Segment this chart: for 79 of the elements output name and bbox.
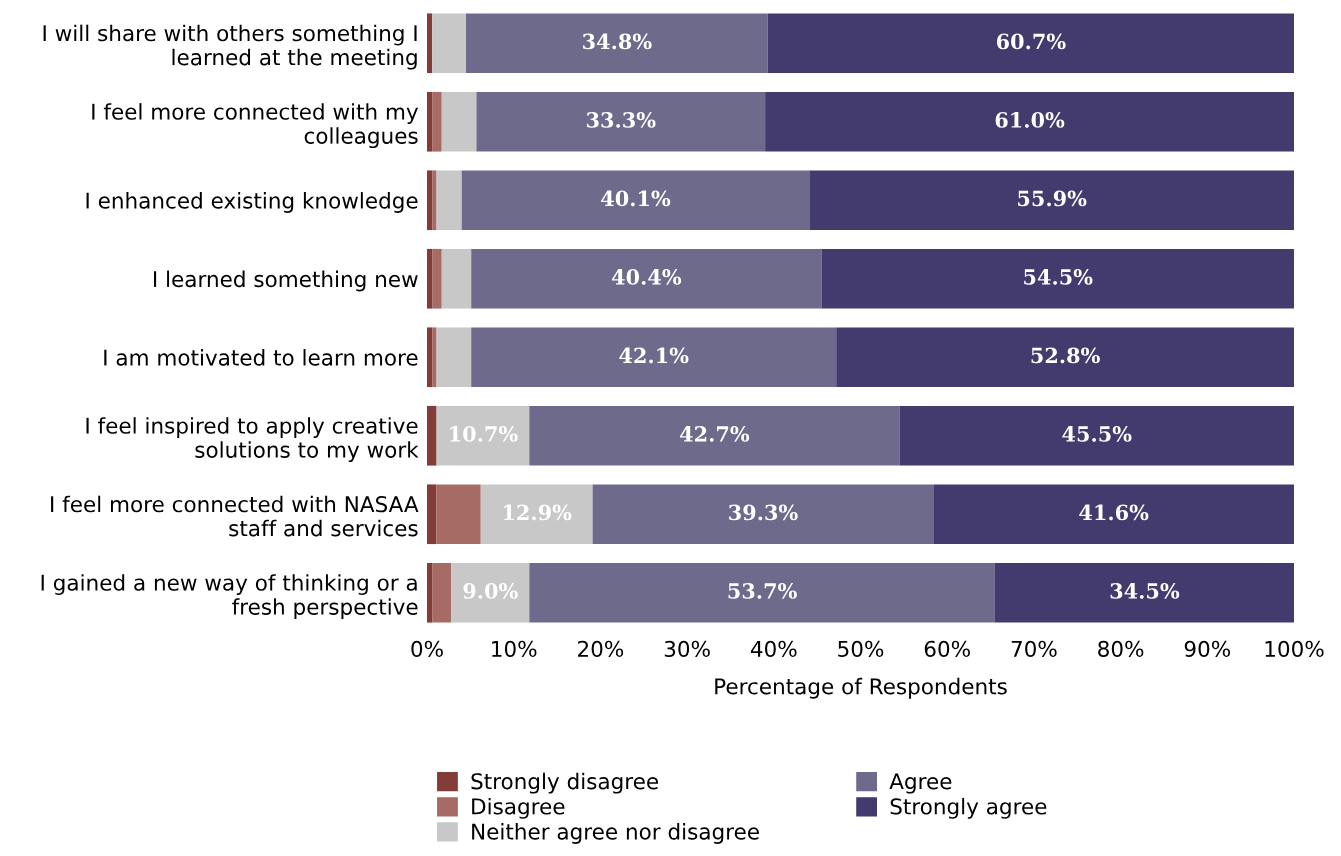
x-tick-label: 100% xyxy=(1265,640,1324,657)
bar xyxy=(476,91,766,152)
data-label: 61.0% xyxy=(995,112,1065,128)
bar xyxy=(592,484,934,545)
data-label: 54.5% xyxy=(1024,269,1093,285)
bar xyxy=(432,327,437,388)
bar xyxy=(427,248,433,309)
x-tick-label: 70% xyxy=(1011,640,1057,657)
x-tick-label: 90% xyxy=(1184,640,1231,657)
x-tick-label: 10% xyxy=(492,640,537,657)
data-label: 39.3% xyxy=(729,504,798,521)
bar xyxy=(436,170,462,231)
bar xyxy=(821,248,1294,309)
y-tick-label: I am motivated to learn more xyxy=(104,349,418,366)
bar xyxy=(933,484,1294,545)
data-label: 33.3% xyxy=(586,112,656,128)
bar xyxy=(765,91,1294,152)
bar xyxy=(529,562,995,623)
bar xyxy=(451,562,530,623)
bar xyxy=(441,248,472,309)
data-label: 55.9% xyxy=(1018,190,1087,207)
bar xyxy=(480,484,593,545)
x-tick-label: 60% xyxy=(924,640,970,657)
legend-label: Strongly agree xyxy=(890,797,1047,819)
y-tick-label: I gained a new way of thinking or a fresh perspective xyxy=(41,574,418,620)
bar xyxy=(471,248,822,309)
bar xyxy=(432,562,452,623)
bar xyxy=(767,13,1294,74)
bar xyxy=(809,170,1294,231)
y-tick-label: I enhanced existing knowledge xyxy=(86,192,418,213)
data-label: 40.4% xyxy=(611,269,682,285)
x-tick-label: 40% xyxy=(750,640,797,657)
bar xyxy=(427,170,433,231)
bar xyxy=(427,327,433,388)
data-label: 34.5% xyxy=(1110,583,1180,599)
bar xyxy=(432,13,467,74)
y-tick-label: I learned something new xyxy=(153,270,418,292)
y-tick-label: I will share with others something I learned at the meeting xyxy=(43,24,417,70)
bar xyxy=(461,170,810,231)
legend-label: Neither agree nor disagree xyxy=(472,823,759,844)
bar xyxy=(529,405,900,466)
bar xyxy=(436,327,472,388)
y-tick-label: I feel more connected with my colleagues xyxy=(92,103,419,149)
bar xyxy=(471,327,837,388)
bar xyxy=(432,248,442,309)
x-axis-title: Percentage of Respondents xyxy=(715,677,1007,699)
data-label: 60.7% xyxy=(996,33,1066,50)
bar xyxy=(436,484,481,545)
bar xyxy=(427,91,433,152)
x-tick-label: 20% xyxy=(578,640,624,657)
bar xyxy=(836,327,1294,388)
legend-label: Strongly disagree xyxy=(471,772,658,794)
data-label: 53.7% xyxy=(728,583,797,599)
data-label: 45.5% xyxy=(1062,426,1132,442)
x-tick-label: 0% xyxy=(411,640,443,657)
data-label: 40.1% xyxy=(601,190,671,207)
x-tick-label: 50% xyxy=(838,640,884,657)
bar xyxy=(427,484,437,545)
bar xyxy=(899,405,1294,466)
bar xyxy=(432,170,437,231)
bar xyxy=(441,91,477,152)
bar xyxy=(427,562,433,623)
data-label: 34.8% xyxy=(583,33,652,50)
bar xyxy=(427,405,437,466)
data-label: 52.8% xyxy=(1031,347,1100,364)
data-label: 41.6% xyxy=(1079,504,1149,521)
legend-label: Agree xyxy=(889,773,952,794)
data-label: 42.1% xyxy=(619,347,689,364)
y-tick-label: I feel more connected with NASAA staff and services xyxy=(51,495,419,537)
bar xyxy=(427,13,433,74)
x-tick-label: 80% xyxy=(1098,640,1144,657)
bar xyxy=(432,91,442,152)
y-tick-label: I feel inspired to apply creative solutions to my work xyxy=(86,417,419,463)
bar xyxy=(436,405,530,466)
x-tick-label: 30% xyxy=(664,640,710,657)
bar xyxy=(466,13,768,74)
data-label: 42.7% xyxy=(680,426,750,442)
legend-label: Disagree xyxy=(472,797,565,819)
bar xyxy=(994,562,1294,623)
